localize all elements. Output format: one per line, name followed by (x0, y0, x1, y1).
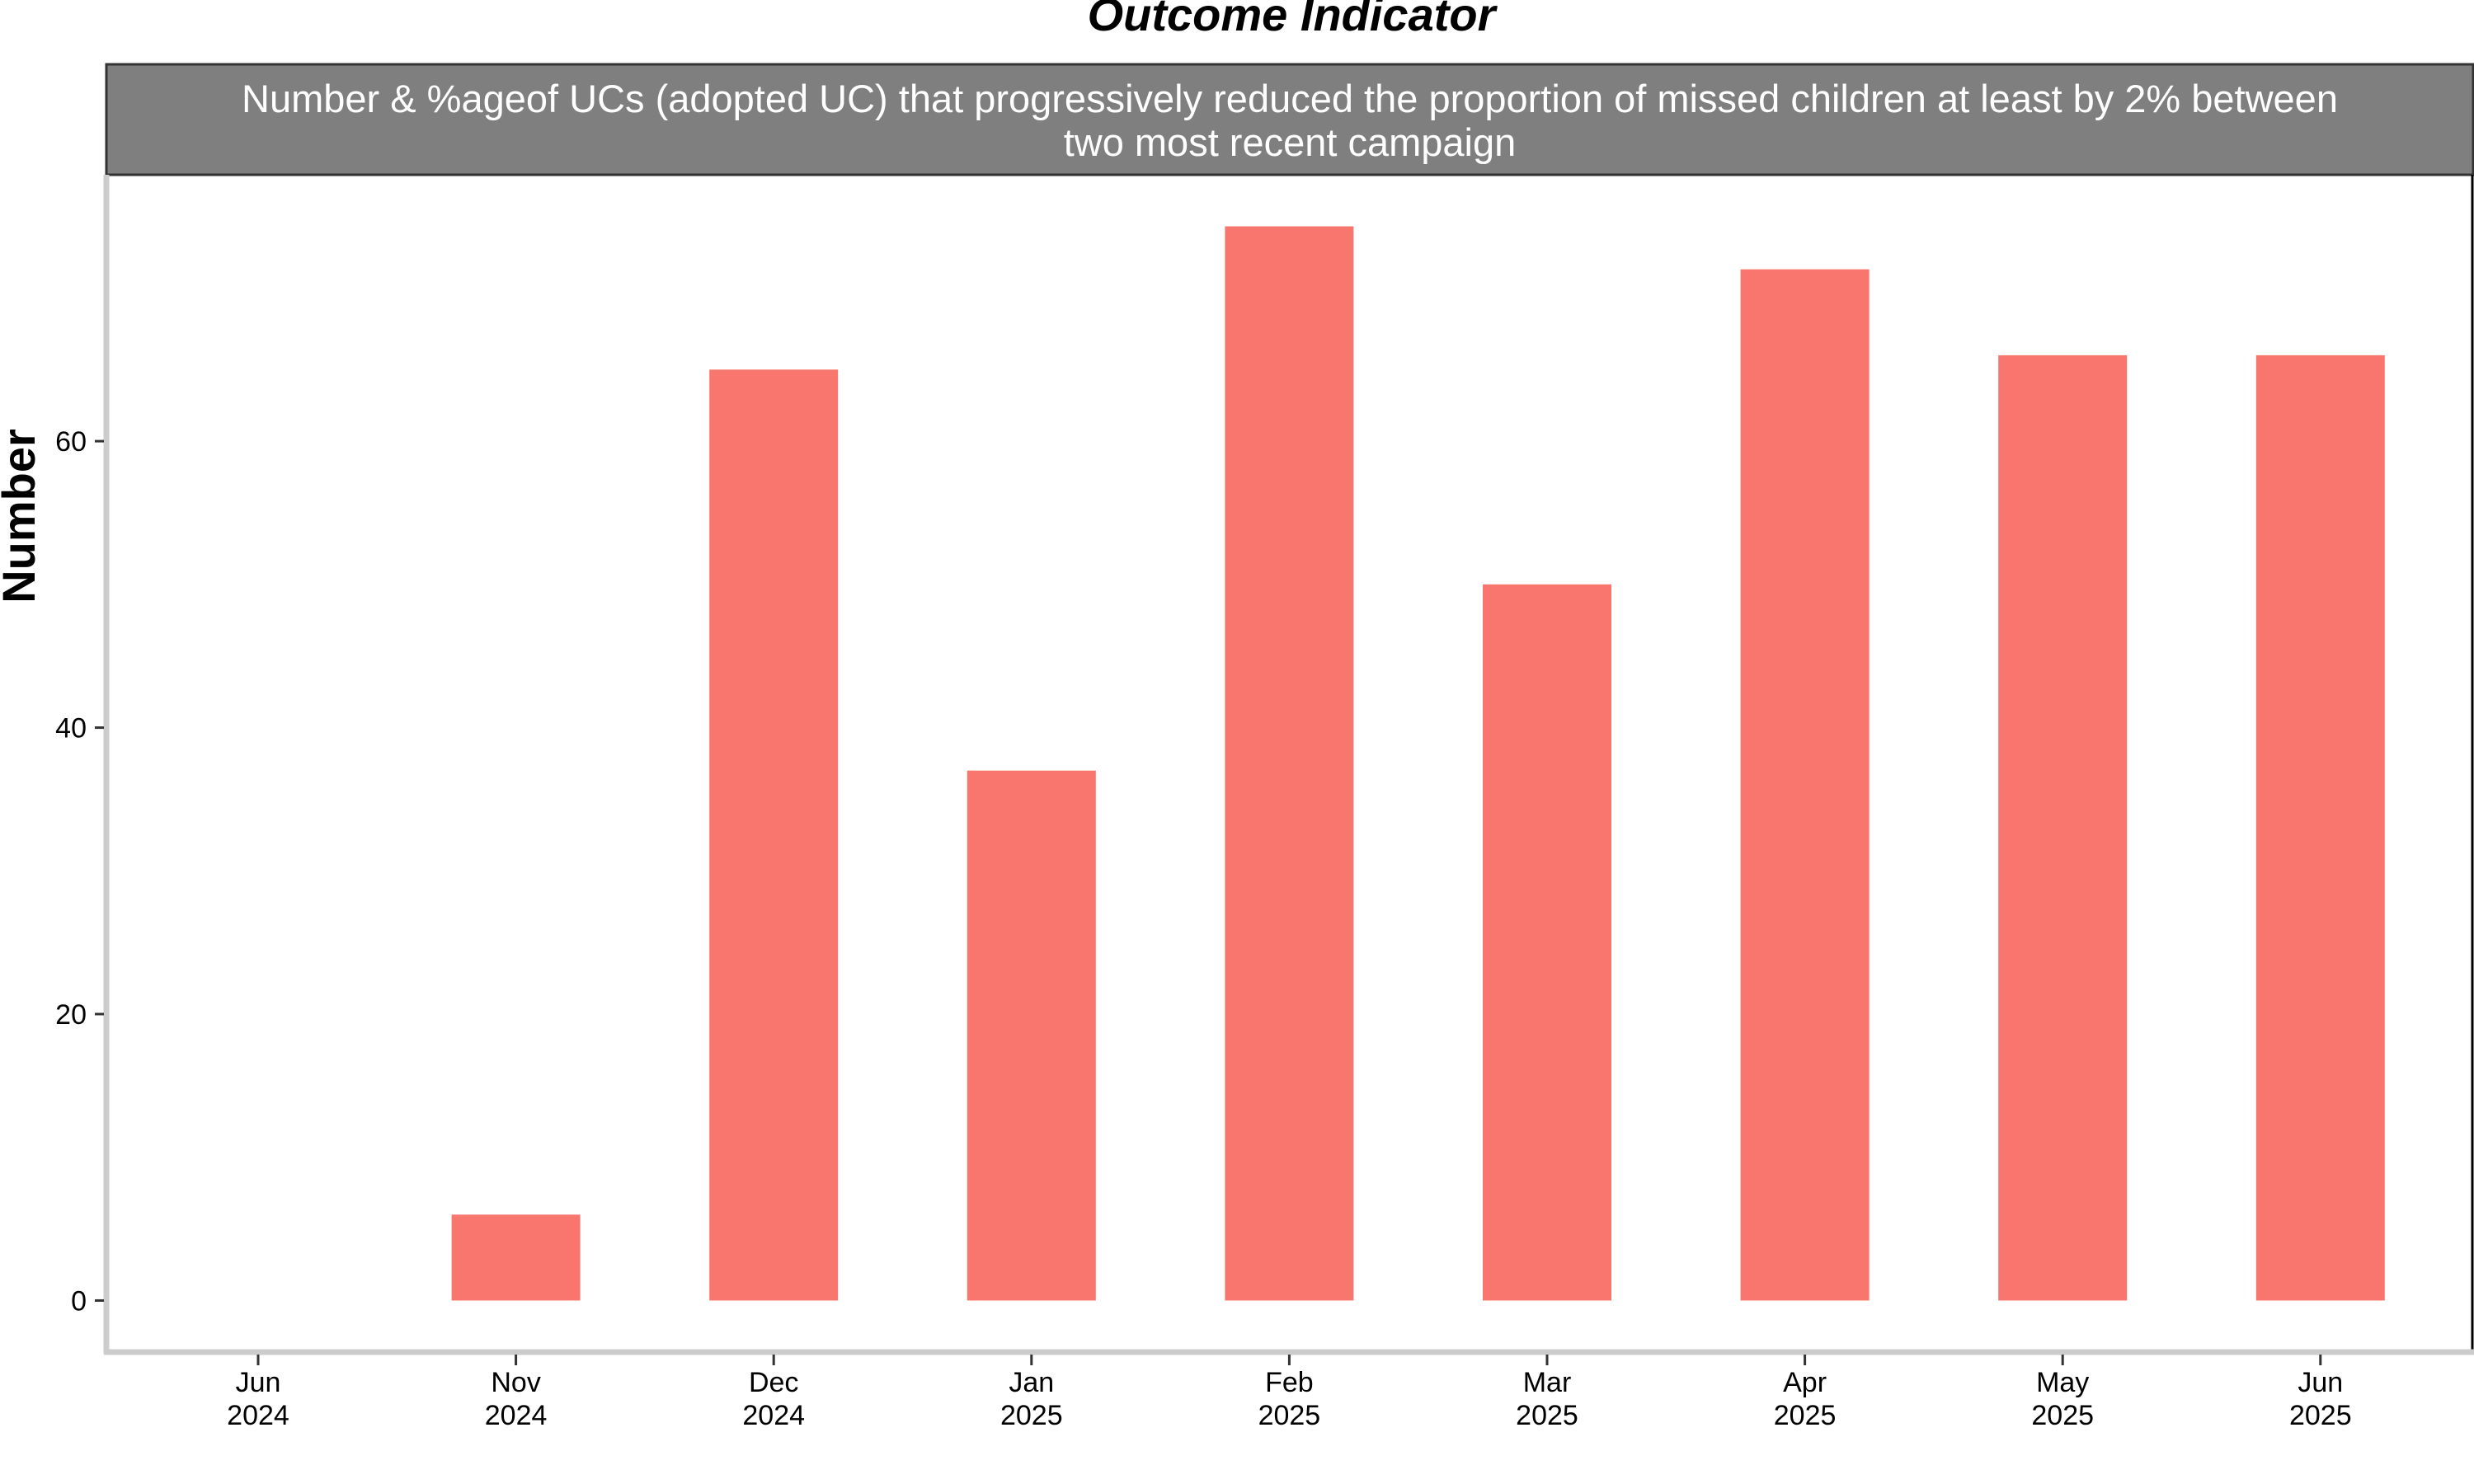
facet-strip-label-line-2: two most recent campaign (1064, 120, 1517, 164)
y-tick-label-0: 0 (71, 1285, 87, 1317)
x-tick-label-jun-2024: Jun 2024 (227, 1367, 289, 1431)
x-tick-label-dec-2024: Dec 2024 (742, 1367, 805, 1431)
bar-nov-2024 (451, 1214, 581, 1301)
facet-strip: Number & %ageof UCs (adopted UC) that pr… (105, 63, 2474, 176)
bars-group (451, 226, 2385, 1301)
facet-strip-background (105, 63, 2474, 176)
chart-title: Outcome Indicator (1088, 0, 1498, 40)
x-tick-label-feb-2025: Feb 2025 (1258, 1367, 1321, 1431)
x-tick-label-may-2025: May 2025 (2031, 1367, 2094, 1431)
y-tick-label-60: 60 (55, 426, 87, 458)
bar-feb-2025 (1225, 226, 1354, 1301)
x-tick-label-jun-2025: Jun 2025 (2289, 1367, 2352, 1431)
bar-may-2025 (1998, 355, 2128, 1301)
x-tick-label-mar-2025: Mar 2025 (1516, 1367, 1578, 1431)
bar-jan-2025 (967, 770, 1096, 1301)
x-axis-ticks: Jun 2024 Nov 2024 Dec 2024 Jan 2025 Feb 2025 Mar 20… (227, 1355, 2352, 1431)
bar-dec-2024 (709, 369, 839, 1301)
x-tick-label-apr-2025: Apr 2025 (1774, 1367, 1837, 1431)
y-tick-label-40: 40 (55, 713, 87, 744)
plot-panel (103, 175, 2474, 1355)
y-axis-ticks: 0 20 40 60 (55, 426, 104, 1317)
x-tick-label-jan-2025: Jan 2025 (1000, 1367, 1063, 1431)
bar-jun-2025 (2255, 355, 2385, 1301)
bar-mar-2025 (1483, 584, 1611, 1301)
y-axis-title: Number (0, 429, 45, 603)
facet-strip-label-line-1: Number & %ageof UCs (adopted UC) that pr… (242, 77, 2338, 120)
x-tick-label-nov-2024: Nov 2024 (485, 1367, 548, 1431)
y-tick-label-20: 20 (55, 999, 87, 1031)
bar-apr-2025 (1740, 269, 1870, 1301)
